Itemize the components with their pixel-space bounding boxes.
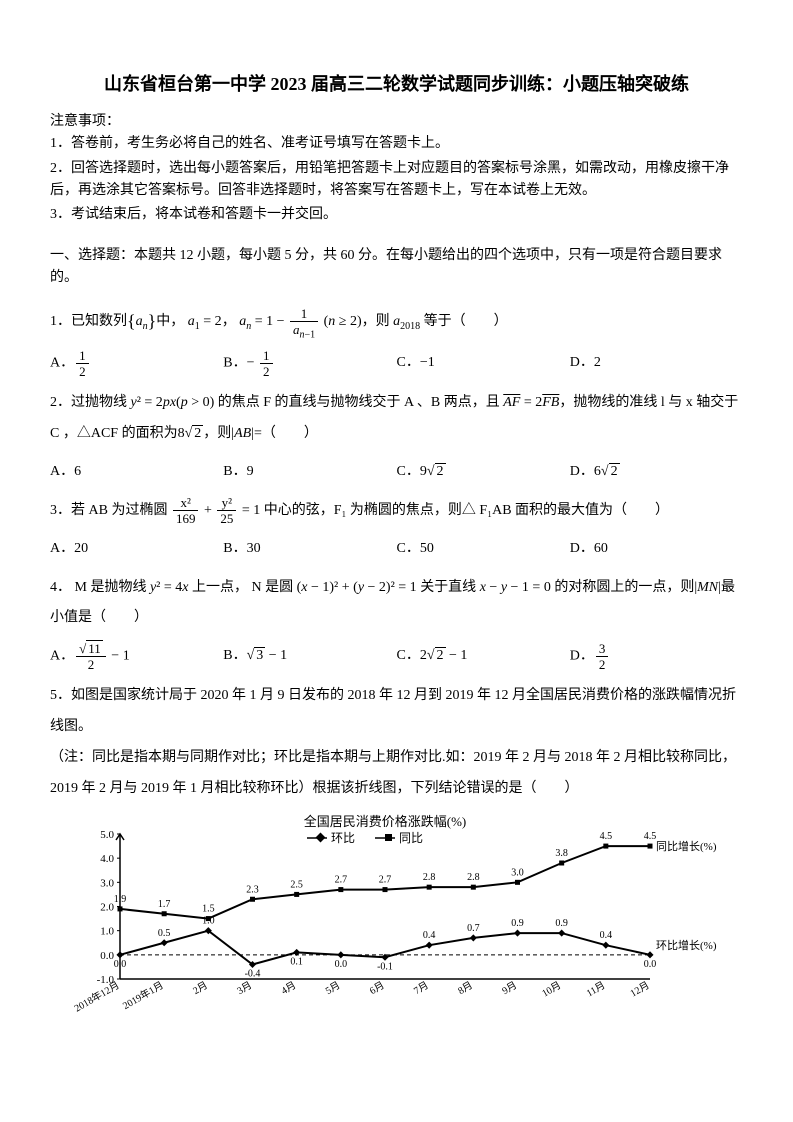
page-title: 山东省桓台第一中学 2023 届高三二轮数学试题同步训练：小题压轴突破练 bbox=[50, 70, 743, 99]
svg-text:同比: 同比 bbox=[399, 831, 423, 845]
svg-text:2.7: 2.7 bbox=[335, 875, 348, 886]
svg-text:0.0: 0.0 bbox=[100, 950, 114, 962]
svg-text:-0.4: -0.4 bbox=[245, 969, 261, 980]
question-3: 3．若 AB 为过椭圆 x²169 + y²25 = 1 中心的弦，F₁ 为椭圆… bbox=[50, 496, 743, 527]
svg-text:7月: 7月 bbox=[412, 980, 431, 998]
svg-text:2019年1月: 2019年1月 bbox=[120, 979, 165, 1013]
svg-text:3.0: 3.0 bbox=[511, 868, 524, 879]
q1-mid1: 中， bbox=[156, 314, 184, 329]
svg-text:0.9: 0.9 bbox=[555, 918, 568, 929]
svg-text:6月: 6月 bbox=[368, 980, 387, 998]
notice-2: 2．回答选择题时，选出每小题答案后，用铅笔把答题卡上对应题目的答案标号涂黑，如需… bbox=[50, 158, 743, 203]
svg-text:环比增长(%): 环比增长(%) bbox=[656, 938, 717, 952]
svg-text:0.9: 0.9 bbox=[511, 918, 524, 929]
q1-options: A．12 B．− 12 C．−1 D．2 bbox=[50, 349, 743, 378]
q3-opt-d: D．60 bbox=[570, 535, 743, 563]
q1-opt-a: A．12 bbox=[50, 349, 223, 378]
svg-text:0.0: 0.0 bbox=[644, 959, 657, 970]
svg-text:12月: 12月 bbox=[628, 980, 651, 1000]
svg-text:1.7: 1.7 bbox=[158, 899, 171, 910]
q4-opt-a: A．√112 − 1 bbox=[50, 642, 223, 671]
svg-text:3.0: 3.0 bbox=[100, 878, 114, 890]
q3-options: A．20 B．30 C．50 D．60 bbox=[50, 535, 743, 563]
svg-text:3月: 3月 bbox=[235, 980, 254, 998]
q3-opt-c: C．50 bbox=[397, 535, 570, 563]
svg-text:11月: 11月 bbox=[584, 980, 607, 1000]
q1-opt-b: B．− 12 bbox=[223, 349, 396, 378]
q4-opt-d: D．32 bbox=[570, 642, 743, 671]
q3-opt-a: A．20 bbox=[50, 535, 223, 563]
question-2: 2．过抛物线 y² = 2px(p > 0) 的焦点 F 的直线与抛物线交于 A… bbox=[50, 388, 743, 450]
q4-opt-c: C．2√2 − 1 bbox=[397, 642, 570, 671]
svg-text:2.8: 2.8 bbox=[423, 872, 436, 883]
svg-text:2.0: 2.0 bbox=[100, 902, 114, 914]
q1-mid2: ， bbox=[222, 314, 236, 329]
question-5: 5．如图是国家统计局于 2020 年 1 月 9 日发布的 2018 年 12 … bbox=[50, 681, 743, 804]
q4-opt-b: B．√3 − 1 bbox=[223, 642, 396, 671]
q1-mid3: ，则 bbox=[362, 314, 390, 329]
svg-text:0.0: 0.0 bbox=[114, 959, 127, 970]
svg-text:0.7: 0.7 bbox=[467, 923, 480, 934]
svg-text:4.5: 4.5 bbox=[600, 831, 613, 842]
svg-text:5.0: 5.0 bbox=[100, 829, 114, 841]
question-1: 1．已知数列{an}中， a1 = 2， an = 1 − 1an−1 (n ≥… bbox=[50, 302, 743, 342]
q1-suffix: 等于（ ） bbox=[424, 314, 508, 329]
svg-text:0.5: 0.5 bbox=[158, 928, 171, 939]
question-4: 4． M 是抛物线 y² = 4x 上一点， N 是圆 (x − 1)² + (… bbox=[50, 573, 743, 635]
q2-options: A．6 B．9 C．9√2 D．6√2 bbox=[50, 458, 743, 486]
section-1-header: 一、选择题：本题共 12 小题，每小题 5 分，共 60 分。在每小题给出的四个… bbox=[50, 245, 743, 290]
svg-text:2.5: 2.5 bbox=[290, 880, 303, 891]
svg-text:5月: 5月 bbox=[323, 980, 342, 998]
svg-text:3.8: 3.8 bbox=[555, 848, 568, 859]
svg-text:1.0: 1.0 bbox=[202, 916, 215, 927]
svg-text:-0.1: -0.1 bbox=[377, 962, 393, 973]
q1-prefix: 1．已知数列 bbox=[50, 314, 127, 329]
svg-text:4.0: 4.0 bbox=[100, 853, 114, 865]
svg-text:4月: 4月 bbox=[279, 980, 298, 998]
svg-text:0.1: 0.1 bbox=[290, 957, 303, 968]
svg-text:全国居民消费价格涨跌幅(%): 全国居民消费价格涨跌幅(%) bbox=[304, 814, 467, 829]
svg-text:0.4: 0.4 bbox=[600, 930, 613, 941]
chart-svg: 全国居民消费价格涨跌幅(%)环比同比-1.00.01.02.03.04.05.0… bbox=[70, 814, 750, 1054]
svg-text:环比: 环比 bbox=[331, 831, 355, 845]
q4-options: A．√112 − 1 B．√3 − 1 C．2√2 − 1 D．32 bbox=[50, 642, 743, 671]
svg-text:10月: 10月 bbox=[540, 980, 563, 1000]
svg-text:2月: 2月 bbox=[191, 980, 210, 998]
svg-text:8月: 8月 bbox=[456, 980, 475, 998]
notice-3: 3．考试结束后，将本试卷和答题卡一并交回。 bbox=[50, 204, 743, 226]
svg-text:1.5: 1.5 bbox=[202, 904, 215, 915]
svg-text:1.9: 1.9 bbox=[114, 894, 127, 905]
q1-frac-num: 1 bbox=[290, 307, 318, 322]
svg-text:2.7: 2.7 bbox=[379, 875, 392, 886]
notice-header: 注意事项： bbox=[50, 111, 743, 133]
svg-text:0.4: 0.4 bbox=[423, 930, 436, 941]
svg-text:4.5: 4.5 bbox=[644, 831, 657, 842]
svg-text:同比增长(%): 同比增长(%) bbox=[656, 839, 717, 853]
q2-opt-a: A．6 bbox=[50, 458, 223, 486]
q1-opt-d: D．2 bbox=[570, 349, 743, 378]
q2-opt-b: B．9 bbox=[223, 458, 396, 486]
svg-text:2.3: 2.3 bbox=[246, 885, 259, 896]
notice-1: 1．答卷前，考生务必将自己的姓名、准考证号填写在答题卡上。 bbox=[50, 133, 743, 155]
svg-text:0.0: 0.0 bbox=[335, 959, 348, 970]
q3-opt-b: B．30 bbox=[223, 535, 396, 563]
cpi-chart: 全国居民消费价格涨跌幅(%)环比同比-1.00.01.02.03.04.05.0… bbox=[70, 814, 743, 1062]
svg-text:2.8: 2.8 bbox=[467, 872, 480, 883]
q2-opt-d: D．6√2 bbox=[570, 458, 743, 486]
q2-opt-c: C．9√2 bbox=[397, 458, 570, 486]
svg-text:1.0: 1.0 bbox=[100, 926, 114, 938]
svg-text:9月: 9月 bbox=[500, 980, 519, 998]
q1-opt-c: C．−1 bbox=[397, 349, 570, 378]
